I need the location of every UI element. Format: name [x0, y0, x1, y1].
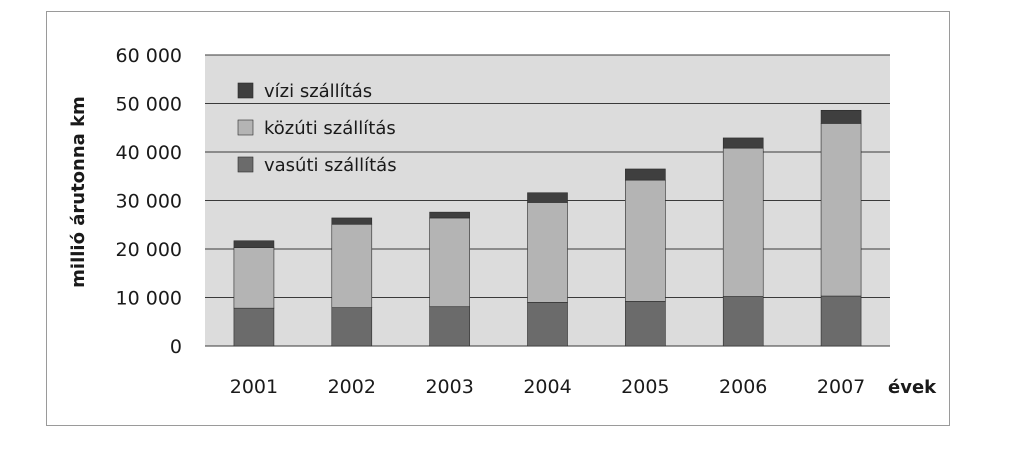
bar-segment-vízi-2002 — [331, 217, 373, 225]
y-tick-label: 20 000 — [116, 239, 182, 261]
y-tick-label: 0 — [170, 336, 182, 358]
bar-segment-vízi-2004 — [527, 192, 568, 203]
x-tick-label: 2002 — [328, 376, 376, 398]
bar-segment-vasúti-2005 — [625, 301, 666, 347]
bar-segment-közúti-2001 — [233, 247, 275, 309]
bar-segment-közúti-2003 — [429, 217, 470, 308]
legend-label: vasúti szállítás — [264, 155, 397, 176]
bar-segment-vasúti-2006 — [722, 296, 764, 347]
bar-segment-vasúti-2002 — [331, 307, 373, 347]
x-tick-label: 2007 — [817, 376, 865, 398]
legend: vízi szállítás közúti szállítás vasúti szá… — [237, 81, 397, 176]
legend-swatch — [237, 156, 254, 173]
x-tick-label: 2004 — [523, 376, 571, 398]
x-tick-label: 2003 — [425, 376, 473, 398]
x-tick-labels: 2001 2002 2003 2004 2005 2006 2007 — [230, 376, 866, 398]
bar-segment-vasúti-2004 — [527, 302, 568, 347]
x-tick-label: 2006 — [719, 376, 767, 398]
bars — [233, 109, 862, 347]
bar-segment-vízi-2003 — [429, 211, 470, 219]
legend-label: közúti szállítás — [264, 118, 396, 139]
bar-segment-közúti-2004 — [527, 202, 568, 303]
bar-segment-vasúti-2003 — [429, 306, 470, 347]
legend-swatch — [237, 119, 254, 136]
bar-segment-vízi-2005 — [625, 168, 666, 181]
x-tick-label: 2001 — [230, 376, 278, 398]
bar-segment-közúti-2002 — [331, 223, 373, 308]
y-tick-label: 60 000 — [116, 45, 182, 67]
y-tick-label: 50 000 — [116, 94, 182, 116]
bar-segment-vízi-2001 — [233, 240, 275, 248]
legend-swatch — [237, 82, 254, 99]
bar-segment-vasúti-2007 — [820, 295, 862, 347]
bar-segment-vízi-2006 — [722, 137, 764, 149]
bar-segment-közúti-2007 — [820, 123, 862, 297]
x-tick-label: 2005 — [621, 376, 669, 398]
y-axis-title: millió árutonna km — [68, 96, 89, 288]
y-tick-label: 40 000 — [116, 142, 182, 164]
x-axis-title: évek — [888, 377, 937, 398]
bar-segment-közúti-2006 — [722, 147, 764, 297]
bar-segment-vasúti-2001 — [233, 307, 275, 347]
y-tick-label: 30 000 — [116, 191, 182, 213]
bar-segment-vízi-2007 — [820, 109, 862, 124]
y-tick-labels: 0 10 000 20 000 30 000 40 000 50 000 60 000 — [116, 45, 182, 358]
bar-segment-közúti-2005 — [625, 179, 666, 302]
y-tick-label: 10 000 — [116, 288, 182, 310]
legend-label: vízi szállítás — [264, 81, 372, 102]
